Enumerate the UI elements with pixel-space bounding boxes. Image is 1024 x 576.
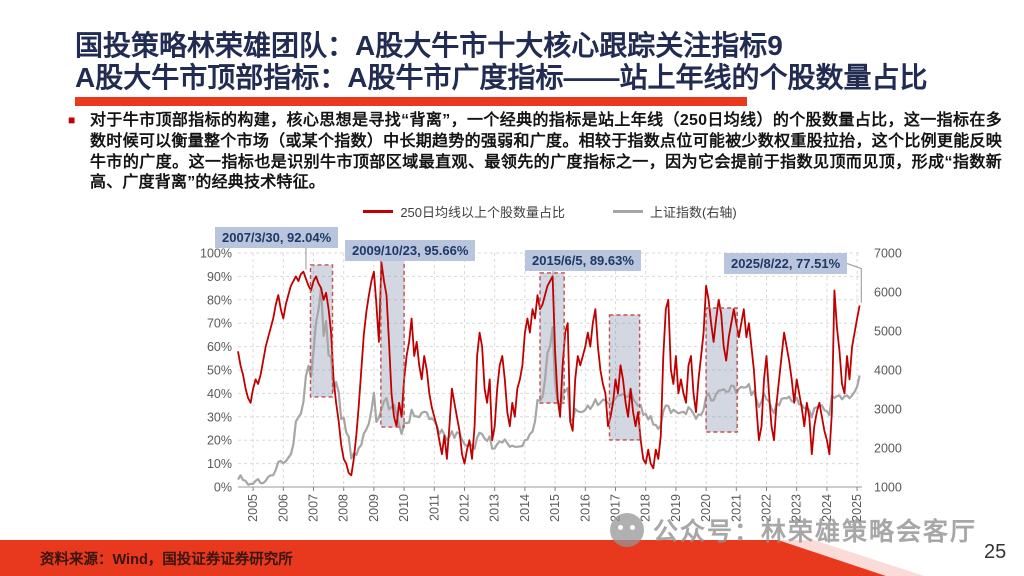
x-tick-label: 2021 <box>729 494 743 522</box>
watermark-text: 公众号：林荣雄策略会客厅 <box>653 518 978 546</box>
x-tick-label: 2020 <box>699 494 713 522</box>
annotation-leader-line <box>846 262 862 303</box>
annotation-2025-reading: 2025/8/22, 77.51% <box>724 253 848 274</box>
x-tick-label: 2006 <box>276 494 290 522</box>
x-tick-label: 2025 <box>850 494 864 522</box>
right-axis-tick-label: 3000 <box>874 403 902 417</box>
left-axis-tick-label: 10% <box>207 457 232 471</box>
title-line-2: A股大牛市顶部指标：A股牛市广度指标——站上年线的个股数量占比 <box>75 62 928 93</box>
left-axis-tick-label: 20% <box>207 434 232 448</box>
annotation-2007-peak: 2007/3/30, 92.04% <box>215 227 339 248</box>
legend-label-breadth: 250日均线以上个股数量占比 <box>400 205 566 220</box>
right-axis-tick-label: 5000 <box>874 325 902 339</box>
series-line-breadth <box>237 261 861 477</box>
x-tick-label: 2016 <box>578 494 592 522</box>
highlight-zone-fill <box>310 264 333 397</box>
x-tick-label: 2007 <box>307 494 321 522</box>
left-axis-tick-label: 60% <box>207 340 232 354</box>
x-tick-label: 2018 <box>639 494 653 522</box>
right-axis-tick-label: 1000 <box>874 481 902 495</box>
watermark: 公众号：林荣雄策略会客厅 <box>610 512 977 548</box>
legend-item-sse: 上证指数(右轴) <box>613 202 737 221</box>
x-tick-label: 2024 <box>820 494 834 522</box>
highlight-zone-border <box>608 314 641 441</box>
x-tick-label: 2005 <box>246 494 260 522</box>
left-axis-tick-label: 90% <box>207 270 232 284</box>
x-tick-label: 2022 <box>760 494 774 522</box>
x-tick-label: 2013 <box>488 494 502 522</box>
slide-title: 国投策略林荣雄团队：A股大牛市十大核心跟踪关注指标9 A股大牛市顶部指标：A股牛… <box>75 30 927 94</box>
annotation-2009-peak: 2009/10/23, 95.66% <box>345 240 476 261</box>
annotation-2015-peak: 2015/6/5, 89.63% <box>525 250 641 271</box>
legend-item-breadth: 250日均线以上个股数量占比 <box>363 202 565 221</box>
right-axis-tick-label: 6000 <box>874 286 902 300</box>
left-axis-tick-label: 100% <box>200 247 232 261</box>
x-tick-label: 2023 <box>790 494 804 522</box>
left-axis-tick-label: 50% <box>207 364 232 378</box>
chart-legend: 250日均线以上个股数量占比 上证指数(右轴) <box>238 202 862 221</box>
right-axis-tick-label: 4000 <box>874 364 902 378</box>
body-paragraph: 对于牛市顶部指标的构建，核心思想是寻找“背离”，一个经典的指标是站上年线（250… <box>90 112 1002 192</box>
highlight-zone-border <box>705 307 738 433</box>
right-axis-tick-label: 7000 <box>874 247 902 261</box>
x-tick-label: 2010 <box>397 494 411 522</box>
page-number: 25 <box>984 541 1007 563</box>
x-tick-label: 2008 <box>337 494 351 522</box>
x-tick-label: 2012 <box>458 494 472 522</box>
footer-red-band <box>0 540 886 576</box>
right-axis-tick-label: 2000 <box>874 442 902 456</box>
bullet-icon: ■ <box>68 113 76 127</box>
title-line-1: 国投策略林荣雄团队：A股大牛市十大核心跟踪关注指标9 <box>75 30 783 61</box>
legend-swatch-gray <box>613 210 644 213</box>
left-axis-tick-label: 30% <box>207 410 232 424</box>
x-tick-label: 2014 <box>518 494 532 522</box>
x-tick-label: 2009 <box>367 494 381 522</box>
left-axis-tick-label: 0% <box>214 481 232 495</box>
left-axis-tick-label: 80% <box>207 293 232 307</box>
left-axis-tick-label: 40% <box>207 387 232 401</box>
x-tick-label: 2019 <box>669 494 683 522</box>
wechat-icon <box>610 513 644 547</box>
x-tick-label: 2011 <box>427 494 441 521</box>
x-tick-label: 2015 <box>548 494 562 522</box>
legend-label-sse: 上证指数(右轴) <box>650 205 737 220</box>
legend-swatch-red <box>363 210 394 213</box>
left-axis-tick-label: 70% <box>207 317 232 331</box>
source-note: 资料来源：Wind，国投证券证券研究所 <box>40 552 293 568</box>
highlight-zone-border <box>380 258 405 428</box>
title-underline <box>75 97 747 106</box>
